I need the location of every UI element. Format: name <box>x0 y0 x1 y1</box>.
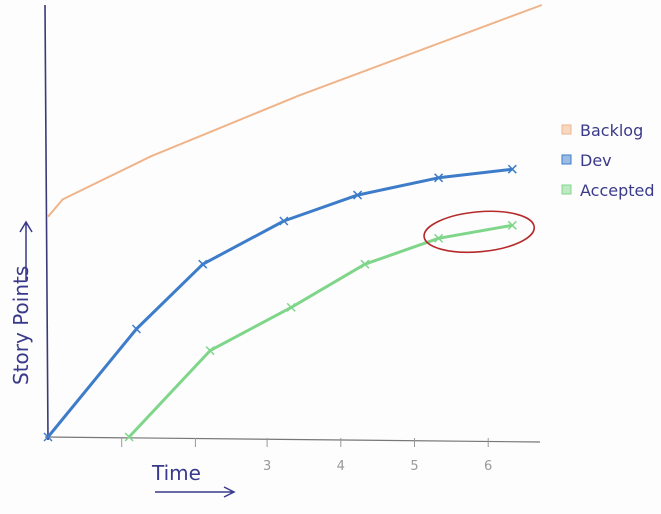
y-axis-arrow <box>19 220 33 280</box>
data-point-dev <box>43 432 53 442</box>
x-axis <box>44 436 541 443</box>
y-axis-label: Story Points <box>9 266 33 385</box>
data-point-dev <box>353 190 363 200</box>
legend-swatch-dev <box>561 154 572 165</box>
legend-swatch-accepted <box>561 184 572 195</box>
data-point-dev <box>434 173 444 183</box>
x-tick-label: 6 <box>484 459 492 474</box>
x-axis-label: Time <box>151 461 201 485</box>
data-point-accepted <box>286 302 296 312</box>
data-point-accepted <box>507 220 517 230</box>
legend-swatch-backlog <box>561 124 572 135</box>
data-point-dev <box>279 216 289 226</box>
legend-label-dev: Dev <box>580 151 612 170</box>
series-line-backlog <box>47 4 543 218</box>
legend-label-backlog: Backlog <box>580 121 643 140</box>
data-point-dev <box>507 164 517 174</box>
x-tick-label: 5 <box>410 459 418 474</box>
data-point-accepted <box>434 233 444 243</box>
series-line-dev <box>46 167 513 438</box>
y-axis <box>44 4 49 441</box>
x-tick-label: 3 <box>263 459 271 474</box>
series-line-accepted <box>128 223 513 439</box>
data-point-dev <box>131 324 141 334</box>
data-point-accepted <box>360 259 370 269</box>
x-tick-label: 4 <box>337 459 345 474</box>
data-point-accepted <box>205 346 215 356</box>
legend-label-accepted: Accepted <box>580 181 655 200</box>
highlight-ellipse <box>423 210 536 254</box>
data-point-accepted <box>124 432 134 442</box>
data-point-dev <box>198 259 208 269</box>
x-axis-arrow <box>155 486 236 498</box>
